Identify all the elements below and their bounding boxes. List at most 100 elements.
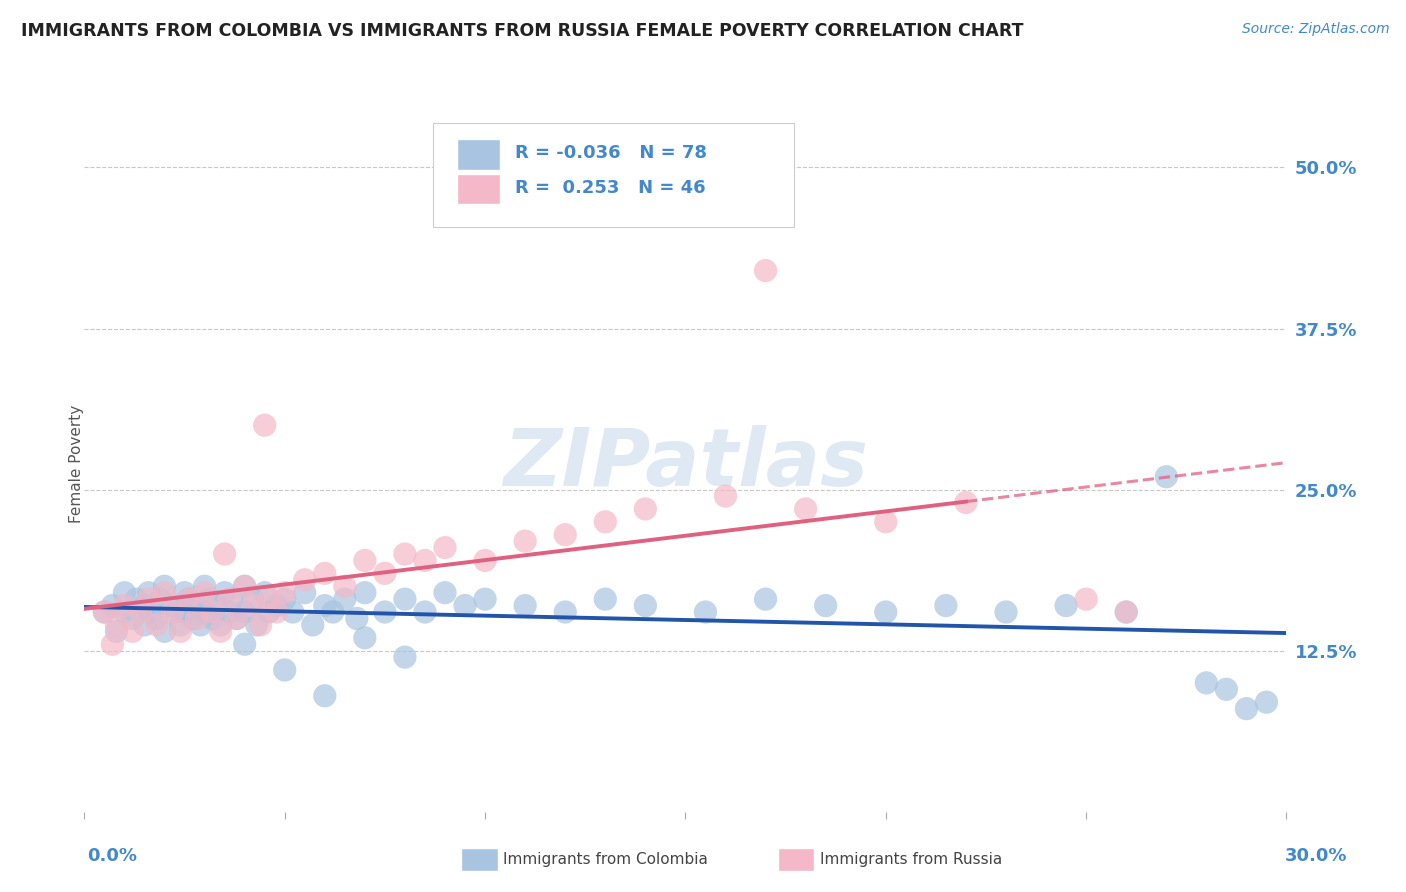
Point	[1115, 605, 1137, 619]
Point	[253, 418, 276, 433]
Point	[515, 534, 537, 549]
Point	[166, 605, 188, 619]
Point	[374, 605, 396, 619]
Y-axis label: Female Poverty: Female Poverty	[69, 405, 83, 523]
Point	[354, 553, 377, 567]
FancyBboxPatch shape	[433, 123, 793, 227]
Point	[114, 605, 135, 619]
Point	[145, 618, 167, 632]
Point	[1076, 592, 1098, 607]
Point	[173, 605, 195, 619]
Point	[1215, 682, 1237, 697]
Point	[554, 605, 576, 619]
Point	[274, 585, 297, 599]
Text: 30.0%: 30.0%	[1285, 847, 1347, 865]
Point	[181, 611, 204, 625]
Point	[114, 599, 135, 613]
Text: R =  0.253   N = 46: R = 0.253 N = 46	[515, 178, 706, 196]
Point	[333, 579, 356, 593]
Point	[134, 599, 156, 613]
Point	[209, 618, 232, 632]
Point	[169, 624, 191, 639]
Text: R = -0.036   N = 78: R = -0.036 N = 78	[515, 144, 707, 161]
Point	[101, 637, 124, 651]
Text: ZIPatlas: ZIPatlas	[503, 425, 868, 503]
Point	[755, 263, 778, 277]
Point	[162, 605, 184, 619]
Point	[145, 611, 167, 625]
Point	[714, 489, 737, 503]
Point	[153, 579, 176, 593]
Point	[173, 585, 195, 599]
Point	[474, 553, 496, 567]
Point	[225, 611, 247, 625]
Point	[294, 573, 316, 587]
Point	[233, 579, 256, 593]
Point	[294, 585, 316, 599]
Point	[214, 547, 236, 561]
Point	[314, 566, 336, 581]
Point	[454, 599, 477, 613]
Point	[634, 599, 657, 613]
Point	[394, 650, 416, 665]
Point	[209, 624, 232, 639]
Text: Immigrants from Colombia: Immigrants from Colombia	[503, 853, 709, 867]
Point	[194, 585, 217, 599]
Point	[394, 592, 416, 607]
Point	[149, 592, 172, 607]
Point	[105, 624, 128, 639]
Point	[346, 611, 368, 625]
Point	[794, 502, 817, 516]
Point	[995, 605, 1018, 619]
Point	[257, 592, 280, 607]
Text: Immigrants from Russia: Immigrants from Russia	[820, 853, 1002, 867]
Point	[233, 605, 256, 619]
Point	[1156, 469, 1178, 483]
Point	[105, 618, 128, 632]
Point	[474, 592, 496, 607]
Point	[186, 599, 208, 613]
Point	[413, 605, 436, 619]
Text: IMMIGRANTS FROM COLOMBIA VS IMMIGRANTS FROM RUSSIA FEMALE POVERTY CORRELATION CH: IMMIGRANTS FROM COLOMBIA VS IMMIGRANTS F…	[21, 22, 1024, 40]
Point	[554, 527, 576, 541]
Point	[141, 605, 163, 619]
Point	[129, 605, 152, 619]
Point	[201, 611, 224, 625]
FancyBboxPatch shape	[457, 174, 501, 204]
Point	[322, 605, 344, 619]
Point	[253, 585, 276, 599]
Point	[233, 579, 256, 593]
Point	[162, 599, 184, 613]
FancyBboxPatch shape	[457, 139, 501, 169]
Point	[935, 599, 957, 613]
Point	[314, 689, 336, 703]
Point	[242, 592, 264, 607]
Point	[266, 599, 288, 613]
Point	[413, 553, 436, 567]
Point	[1195, 676, 1218, 690]
Point	[595, 515, 617, 529]
Point	[1054, 599, 1077, 613]
Point	[138, 592, 160, 607]
Point	[233, 637, 256, 651]
Point	[138, 585, 160, 599]
Point	[314, 599, 336, 613]
Point	[177, 592, 200, 607]
Point	[221, 592, 243, 607]
Point	[134, 618, 156, 632]
Point	[186, 611, 208, 625]
Point	[101, 599, 124, 613]
Point	[246, 618, 269, 632]
Point	[274, 663, 297, 677]
Point	[218, 592, 240, 607]
Point	[1234, 701, 1257, 715]
Point	[274, 592, 297, 607]
Point	[955, 495, 977, 509]
Text: Source: ZipAtlas.com: Source: ZipAtlas.com	[1241, 22, 1389, 37]
Point	[197, 592, 219, 607]
Text: 0.0%: 0.0%	[87, 847, 138, 865]
Point	[214, 585, 236, 599]
Point	[695, 605, 717, 619]
Point	[434, 541, 457, 555]
Point	[875, 605, 897, 619]
